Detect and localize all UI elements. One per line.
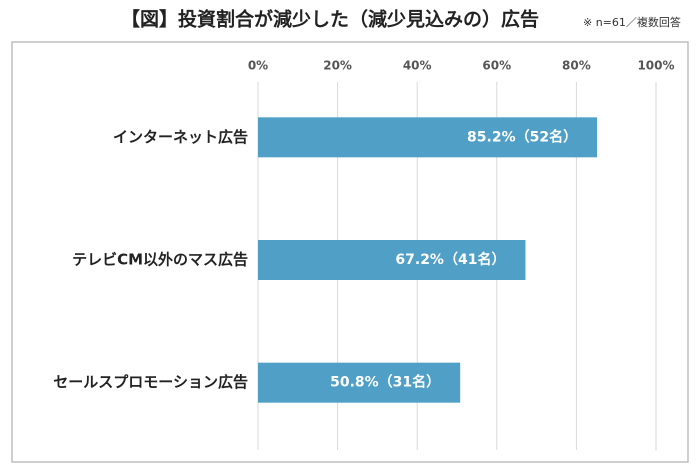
x-tick-label: 80% [562,59,591,73]
chart-title: 【図】投資割合が減少した（減少見込みの）広告 [121,8,539,31]
category-label: インターネット広告 [113,128,248,146]
bar [258,240,526,280]
category-label: セールスプロモーション広告 [53,373,248,391]
value-label: 67.2%（41名） [395,251,505,268]
x-tick-label: 40% [403,59,432,73]
x-tick-label: 20% [323,59,352,73]
value-label: 85.2%（52名） [467,128,577,145]
category-label: テレビCM以外のマス広告 [72,251,248,269]
x-tick-label: 0% [248,59,268,73]
x-tick-label: 60% [482,59,511,73]
bar [258,362,461,403]
bar [258,117,598,158]
x-tick-label: 100% [637,59,674,73]
value-label: 50.8%（31名） [330,374,440,391]
chart-subtitle: ※ n=61／複数回答 [583,15,681,29]
